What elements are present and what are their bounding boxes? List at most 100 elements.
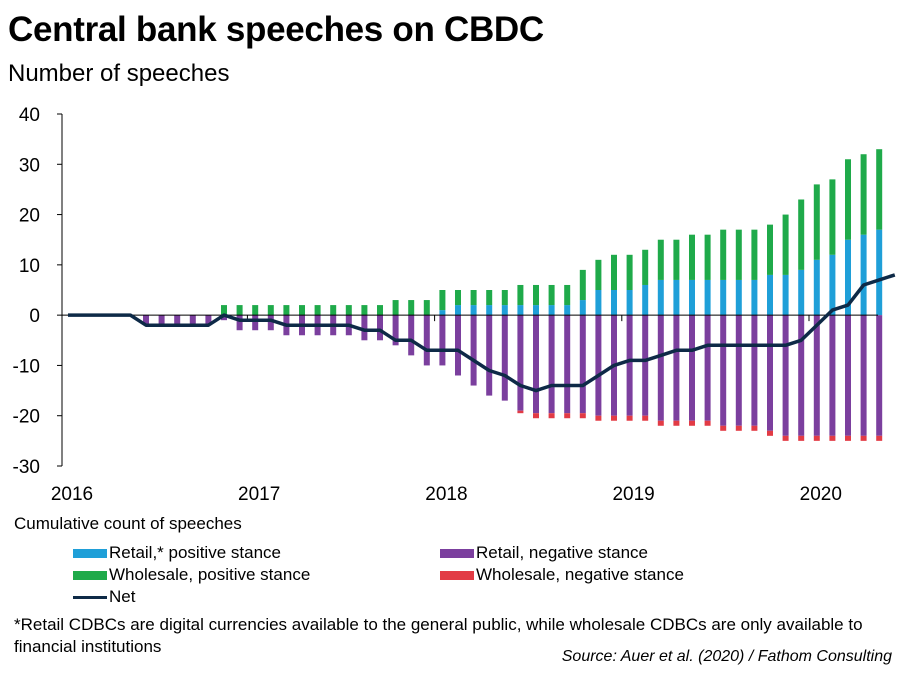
bar-retail-positive-47 [798, 269, 805, 316]
bar-retail-negative-22 [408, 315, 415, 356]
bar-retail-positive-44 [751, 279, 758, 316]
legend-swatch-retail-positive [73, 548, 107, 558]
bar-wholesale-negative-41 [704, 420, 711, 426]
bar-wholesale-positive-25 [455, 290, 461, 306]
bar-wholesale-negative-40 [689, 420, 695, 426]
bar-retail-negative-28 [501, 315, 508, 401]
bar-retail-negative-9 [205, 315, 212, 326]
bar-retail-negative-25 [455, 315, 461, 376]
bar-wholesale-negative-30 [533, 413, 539, 419]
bar-wholesale-positive-51 [860, 154, 867, 235]
bar-retail-positive-50 [845, 239, 851, 316]
legend-label-wholesale-negative: Wholesale, negative stance [476, 565, 684, 584]
bar-retail-positive-45 [767, 274, 773, 316]
x-tick-label: 2020 [800, 484, 842, 505]
bar-retail-negative-27 [486, 315, 493, 396]
bar-retail-positive-24 [439, 310, 446, 316]
bar-retail-positive-32 [564, 305, 571, 316]
bars-layer [143, 149, 883, 441]
bar-retail-negative-49 [829, 315, 836, 436]
bar-wholesale-positive-40 [689, 234, 695, 280]
bar-wholesale-positive-30 [533, 284, 539, 306]
axes-layer: -30 -20 -10 0 10 20 30 40 2016 2017 2018 2019 2020 [13, 105, 878, 505]
y-tick-label: 30 [19, 155, 40, 176]
bar-wholesale-positive-19 [361, 305, 368, 316]
bar-wholesale-positive-49 [829, 179, 836, 255]
bar-wholesale-positive-48 [813, 184, 820, 260]
bar-wholesale-negative-42 [720, 425, 727, 431]
bar-wholesale-negative-44 [751, 425, 758, 431]
bar-retail-negative-51 [860, 315, 867, 436]
bar-wholesale-positive-33 [579, 269, 586, 301]
bar-retail-negative-20 [377, 315, 383, 341]
bar-wholesale-positive-52 [876, 149, 883, 230]
bar-wholesale-negative-39 [673, 420, 680, 426]
bar-retail-positive-33 [579, 300, 586, 316]
chart-title: Central bank speeches on CBDC [8, 10, 544, 49]
bar-retail-negative-13 [267, 315, 274, 331]
legend-title: Cumulative count of speeches [14, 514, 242, 533]
bar-retail-positive-36 [626, 290, 633, 316]
bar-retail-positive-41 [704, 279, 711, 316]
bar-retail-negative-36 [626, 315, 633, 416]
bar-retail-positive-34 [595, 290, 602, 316]
bar-retail-negative-6 [158, 315, 165, 326]
bar-retail-negative-48 [813, 315, 820, 436]
legend-item-wholesale-negative: Wholesale, negative stance [440, 565, 684, 585]
bar-wholesale-positive-29 [517, 284, 524, 306]
bar-wholesale-positive-26 [470, 290, 477, 306]
legend-swatch-net [73, 595, 107, 599]
bar-wholesale-positive-17 [330, 305, 337, 316]
bar-retail-positive-49 [829, 254, 836, 316]
bar-retail-negative-39 [673, 315, 680, 421]
bar-wholesale-positive-35 [611, 254, 617, 290]
source-note: Source: Auer et al. (2020) / Fathom Cons… [561, 648, 892, 665]
chart-subtitle: Number of speeches [8, 60, 230, 87]
y-tick-label: 0 [29, 306, 40, 327]
bar-wholesale-negative-47 [798, 435, 805, 441]
bar-retail-positive-43 [735, 279, 742, 316]
chart-canvas: -30 -20 -10 0 10 20 30 40 2016 2017 2018 2019 2020 [13, 105, 896, 505]
bar-retail-positive-30 [533, 305, 539, 316]
bar-wholesale-positive-45 [767, 224, 773, 275]
bar-retail-negative-26 [470, 315, 477, 386]
legend-swatch-retail-negative [440, 548, 474, 558]
bar-wholesale-negative-37 [642, 415, 649, 421]
bar-retail-positive-37 [642, 284, 649, 316]
bar-wholesale-positive-32 [564, 284, 571, 306]
legend-swatch-wholesale-positive [73, 570, 107, 580]
x-tick-label: 2018 [425, 484, 467, 505]
bar-retail-negative-10 [221, 315, 227, 321]
bar-retail-positive-29 [517, 305, 524, 316]
bar-wholesale-positive-50 [845, 159, 851, 240]
bar-retail-positive-28 [501, 305, 508, 316]
x-tick-label: 2017 [238, 484, 280, 505]
bar-wholesale-positive-28 [501, 290, 508, 306]
y-tick-label: -30 [13, 457, 40, 478]
net-line [68, 273, 896, 393]
bar-retail-negative-19 [361, 315, 368, 341]
bar-retail-negative-5 [143, 315, 149, 326]
bar-wholesale-negative-35 [611, 415, 617, 421]
bar-retail-negative-11 [236, 315, 243, 331]
bar-wholesale-positive-34 [595, 259, 602, 290]
legend-item-net: Net [73, 587, 135, 607]
y-tick-label: -20 [13, 407, 40, 428]
bar-wholesale-positive-12 [252, 305, 259, 316]
bar-retail-positive-38 [657, 279, 664, 316]
bar-retail-negative-52 [876, 315, 883, 436]
bar-wholesale-positive-15 [299, 305, 305, 316]
bar-retail-negative-29 [517, 315, 524, 411]
bar-retail-negative-40 [689, 315, 695, 421]
legend-label-retail-positive: Retail,* positive stance [109, 543, 281, 562]
bar-wholesale-negative-46 [782, 435, 789, 441]
bar-wholesale-positive-21 [392, 300, 399, 316]
bar-wholesale-negative-50 [845, 435, 851, 441]
bar-retail-negative-32 [564, 315, 571, 414]
bar-wholesale-positive-44 [751, 229, 758, 280]
bar-wholesale-positive-31 [548, 284, 555, 306]
bar-retail-negative-7 [174, 315, 181, 326]
bar-wholesale-positive-14 [283, 305, 290, 316]
y-tick-label: 10 [19, 256, 40, 277]
bar-wholesale-positive-27 [486, 290, 493, 306]
